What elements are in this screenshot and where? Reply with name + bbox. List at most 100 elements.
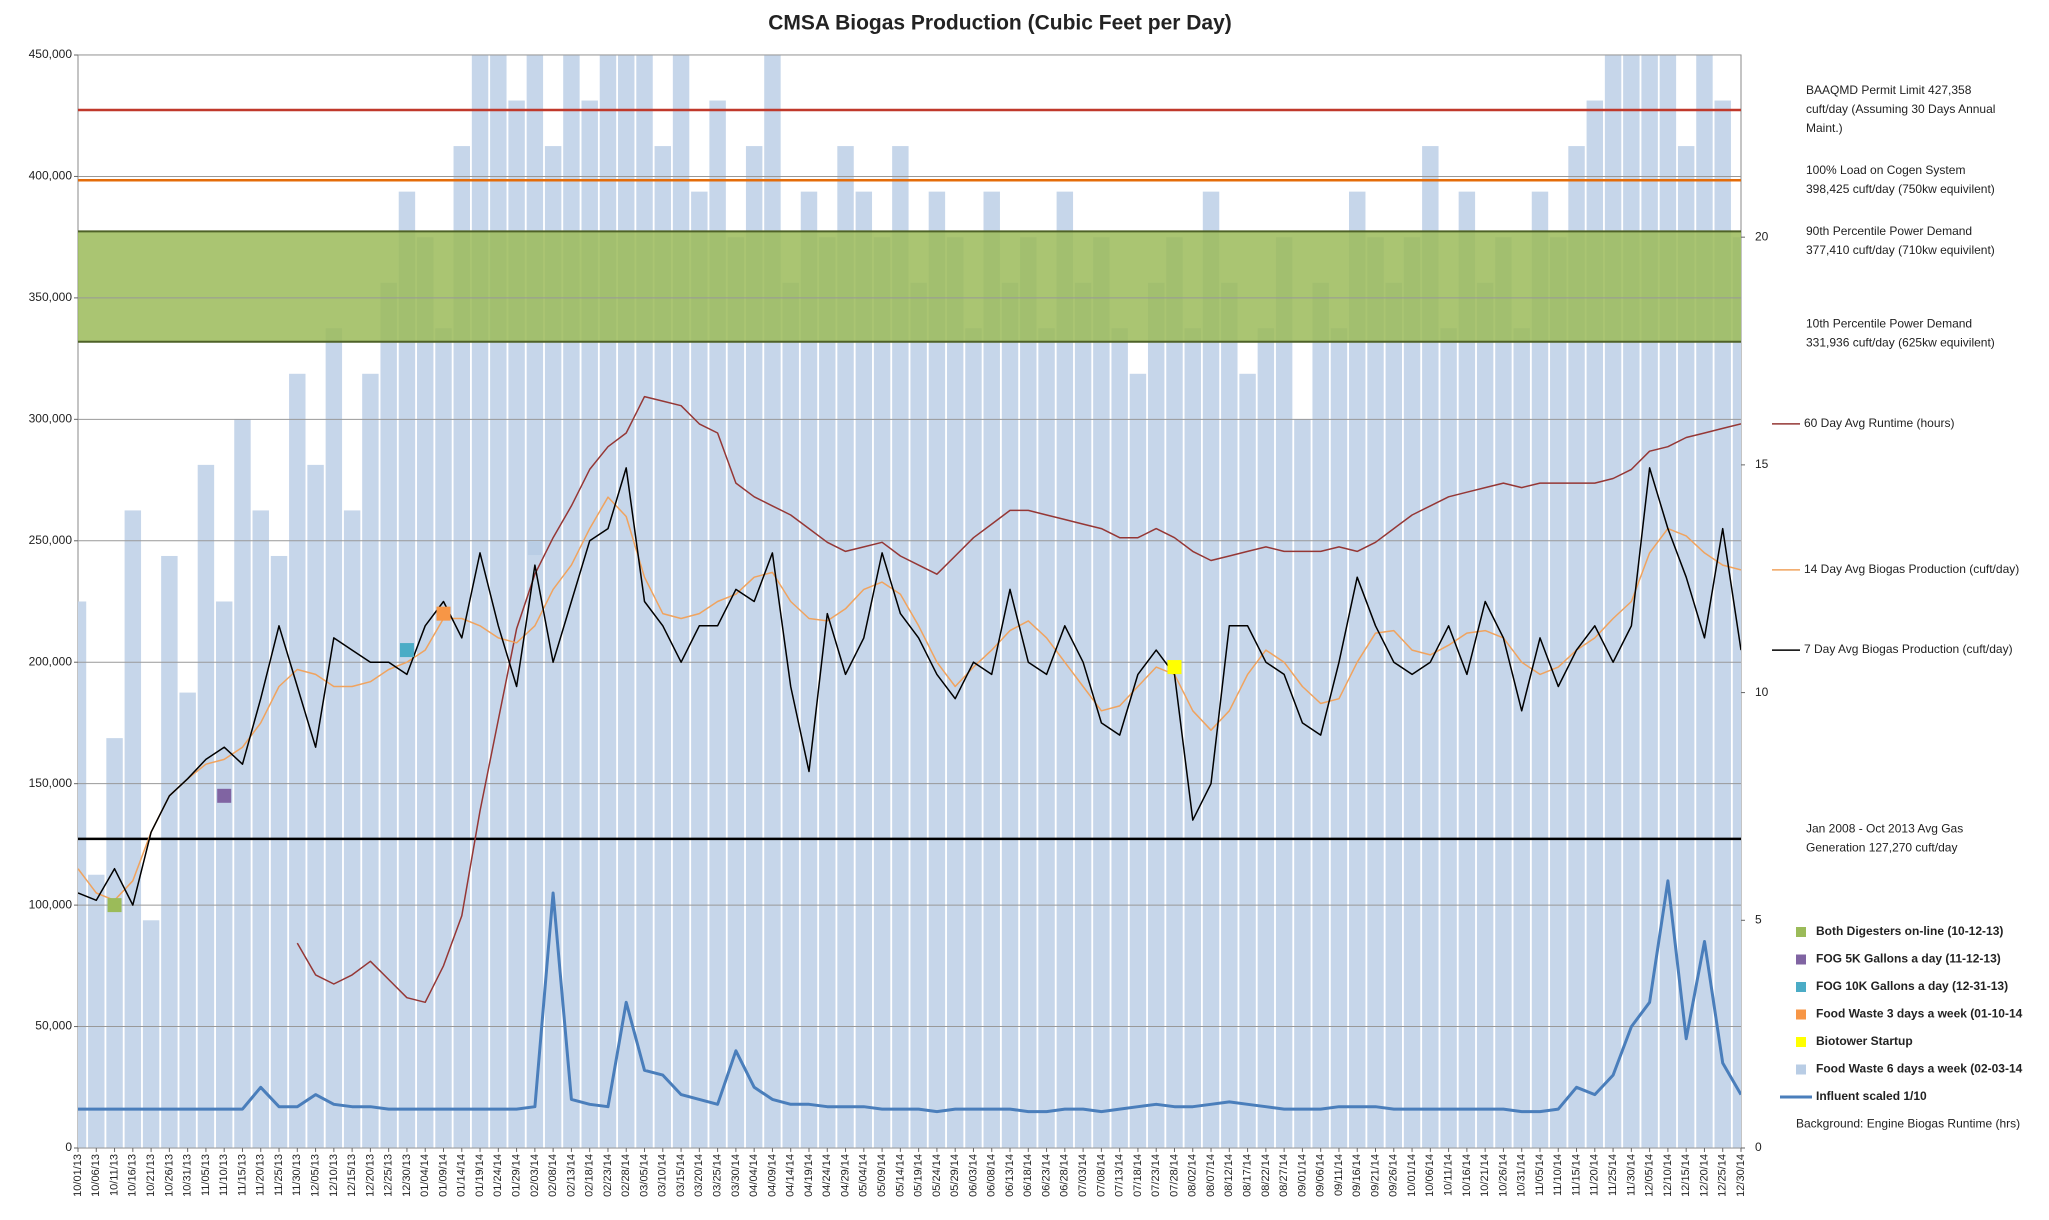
x-tick-label: 10/31/13 xyxy=(182,1154,194,1197)
x-tick-label: 12/10/14 xyxy=(1662,1154,1674,1197)
runtime-bar xyxy=(544,146,562,1148)
runtime-bar xyxy=(1312,282,1329,1148)
x-tick-label: 03/15/14 xyxy=(675,1154,687,1197)
runtime-bar xyxy=(270,555,288,1148)
x-tick-label: 11/15/14 xyxy=(1570,1154,1582,1196)
runtime-bar xyxy=(892,146,909,1148)
legend-label: Biotower Startup xyxy=(1816,1034,1913,1048)
x-tick-label: 04/19/14 xyxy=(803,1154,815,1197)
runtime-bar xyxy=(343,510,361,1148)
x-tick-label: 12/15/14 xyxy=(1680,1154,1692,1197)
runtime-bar xyxy=(800,191,818,1148)
y2-tick-label: 0 xyxy=(1755,1140,1762,1154)
runtime-bar xyxy=(1550,237,1567,1148)
runtime-bar xyxy=(1330,328,1348,1148)
x-tick-label: 05/19/14 xyxy=(913,1154,925,1197)
x-tick-label: 09/01/14 xyxy=(1296,1154,1308,1197)
x-tick-label: 01/29/14 xyxy=(510,1154,522,1197)
runtime-bar xyxy=(161,555,178,1148)
x-tick-label: 11/10/13 xyxy=(218,1154,230,1196)
x-tick-label: 08/12/14 xyxy=(1223,1154,1235,1197)
event-marker xyxy=(217,788,232,803)
runtime-bar xyxy=(435,328,452,1148)
x-tick-label: 06/08/14 xyxy=(986,1154,998,1197)
x-tick-label: 08/07/14 xyxy=(1205,1154,1217,1197)
x-tick-label: 10/26/14 xyxy=(1497,1154,1509,1197)
legend-swatch xyxy=(1796,1064,1806,1075)
runtime-bar xyxy=(1440,328,1457,1148)
runtime-bar xyxy=(1001,282,1019,1148)
band-label: 10th Percentile Power Demand xyxy=(1806,316,1972,330)
legend-label: FOG 5K Gallons a day (11-12-13) xyxy=(1816,952,2001,966)
runtime-bar xyxy=(398,191,416,1148)
x-tick-label: 10/06/14 xyxy=(1424,1154,1436,1197)
runtime-bar xyxy=(215,601,233,1148)
runtime-bar xyxy=(819,237,836,1148)
runtime-bar xyxy=(1038,328,1055,1148)
x-tick-label: 04/14/14 xyxy=(785,1154,797,1197)
runtime-bar xyxy=(928,191,946,1148)
y2-tick-label: 10 xyxy=(1755,685,1769,699)
y2-tick-label: 20 xyxy=(1755,229,1769,243)
event-marker xyxy=(1167,660,1182,675)
runtime-bar xyxy=(1476,282,1494,1148)
series-line xyxy=(78,496,1741,902)
reference-label: Maint.) xyxy=(1806,121,1843,135)
y2-tick-label: 5 xyxy=(1755,912,1762,926)
runtime-bar xyxy=(197,464,215,1148)
x-tick-label: 06/13/14 xyxy=(1004,1154,1016,1197)
runtime-bar xyxy=(179,692,196,1148)
runtime-bar xyxy=(837,146,854,1148)
x-tick-label: 05/04/14 xyxy=(858,1154,870,1197)
runtime-bar xyxy=(1129,373,1147,1148)
x-tick-label: 12/05/14 xyxy=(1644,1154,1656,1197)
runtime-bar xyxy=(1166,237,1183,1148)
runtime-bar xyxy=(1568,146,1585,1148)
x-tick-label: 12/20/13 xyxy=(364,1154,376,1197)
band-label: 90th Percentile Power Demand xyxy=(1806,224,1972,238)
runtime-bar xyxy=(855,191,873,1148)
runtime-bar xyxy=(618,55,635,1148)
runtime-bar xyxy=(654,146,672,1148)
runtime-bar xyxy=(727,237,745,1148)
legend-swatch xyxy=(1796,954,1806,965)
x-tick-label: 07/08/14 xyxy=(1095,1154,1107,1197)
x-tick-label: 07/23/14 xyxy=(1150,1154,1162,1197)
x-tick-label: 12/15/13 xyxy=(346,1154,358,1197)
x-tick-label: 01/04/14 xyxy=(419,1154,431,1197)
x-tick-label: 11/30/13 xyxy=(291,1154,303,1196)
legend-label: Food Waste 3 days a week (01-10-14 xyxy=(1816,1007,2023,1021)
x-tick-label: 10/16/13 xyxy=(127,1154,139,1197)
runtime-bar xyxy=(252,510,269,1148)
runtime-bar xyxy=(124,510,142,1148)
runtime-bar xyxy=(1221,282,1238,1148)
series-line xyxy=(78,879,1741,1114)
runtime-bar xyxy=(416,237,434,1148)
x-tick-label: 10/11/14 xyxy=(1443,1154,1455,1196)
runtime-bar xyxy=(1604,55,1622,1148)
x-tick-label: 07/28/14 xyxy=(1168,1154,1180,1197)
runtime-bar xyxy=(1367,237,1384,1148)
runtime-bar xyxy=(88,874,105,1148)
x-tick-label: 01/09/14 xyxy=(437,1154,449,1197)
runtime-bar xyxy=(782,282,799,1148)
x-tick-label: 11/20/13 xyxy=(255,1154,267,1196)
x-tick-label: 11/20/14 xyxy=(1589,1154,1601,1196)
runtime-bar xyxy=(764,55,781,1148)
runtime-bar xyxy=(1184,328,1201,1148)
legend-label: 60 Day Avg Runtime (hours) xyxy=(1804,416,1955,430)
runtime-bar xyxy=(1677,146,1695,1148)
x-tick-label: 11/15/13 xyxy=(236,1154,248,1196)
runtime-bar xyxy=(1403,237,1421,1148)
runtime-bar xyxy=(1056,191,1074,1148)
x-tick-label: 11/25/13 xyxy=(273,1154,285,1196)
runtime-bar xyxy=(946,237,964,1148)
runtime-bar xyxy=(1495,237,1512,1148)
x-tick-label: 04/04/14 xyxy=(748,1154,760,1197)
runtime-bar xyxy=(307,464,324,1148)
x-tick-label: 05/09/14 xyxy=(876,1154,888,1197)
x-tick-label: 05/24/14 xyxy=(931,1154,943,1197)
x-tick-label: 10/21/14 xyxy=(1479,1154,1491,1197)
